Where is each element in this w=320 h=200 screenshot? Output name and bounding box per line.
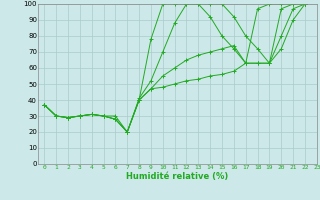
X-axis label: Humidité relative (%): Humidité relative (%): [126, 172, 229, 181]
